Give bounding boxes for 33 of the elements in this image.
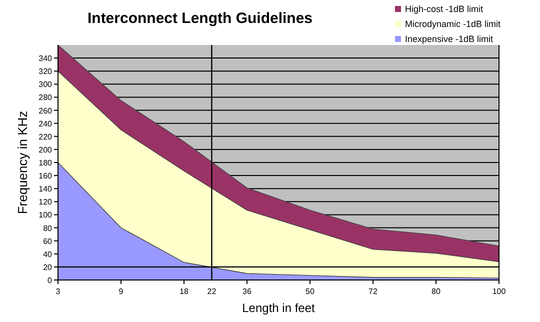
y-tick-label: 200 — [38, 145, 53, 154]
x-tick-label: 18 — [180, 287, 189, 296]
y-tick-label: 80 — [43, 224, 53, 233]
y-tick-label: 60 — [43, 236, 53, 246]
y-axis-title: Frequency in KHz — [15, 110, 30, 214]
y-tick-label: 340 — [38, 54, 53, 64]
y-tick-label: 120 — [38, 198, 53, 207]
x-tick-label: 9 — [118, 287, 124, 296]
y-tick-label: 100 — [38, 210, 53, 220]
y-tick-label: 280 — [38, 93, 53, 102]
text: 22 — [207, 287, 217, 296]
y-tick-label: 140 — [38, 184, 53, 194]
y-tick-label: 240 — [38, 119, 53, 128]
chart-title: Interconnect Length Guidelines — [87, 10, 313, 27]
x-tick-label: 50 — [306, 287, 315, 296]
y-tick-label: 320 — [38, 67, 53, 76]
legend-label: Microdynamic -1dB limit — [405, 19, 502, 29]
y-tick-label: 160 — [38, 172, 53, 181]
x-tick-label: 80 — [432, 287, 441, 296]
legend-label: High-cost -1dB limit — [405, 4, 484, 14]
y-tick-label: 0 — [48, 276, 53, 285]
x-tick-label: 36 — [242, 287, 252, 296]
y-tick-label: 260 — [38, 106, 53, 116]
y-tick-label: 300 — [38, 80, 53, 90]
x-tick-label: 100 — [492, 287, 506, 296]
y-tick-label: 180 — [38, 158, 53, 168]
legend-label: Inexpensive -1dB limit — [405, 34, 494, 44]
y-tick-label: 40 — [43, 250, 53, 259]
x-axis-title: Length in feet — [242, 301, 316, 315]
y-tick-label: 20 — [43, 262, 53, 272]
y-tick-label: 220 — [38, 132, 53, 142]
x-tick-label: 72 — [368, 287, 378, 296]
x-tick-label: 3 — [56, 287, 61, 296]
